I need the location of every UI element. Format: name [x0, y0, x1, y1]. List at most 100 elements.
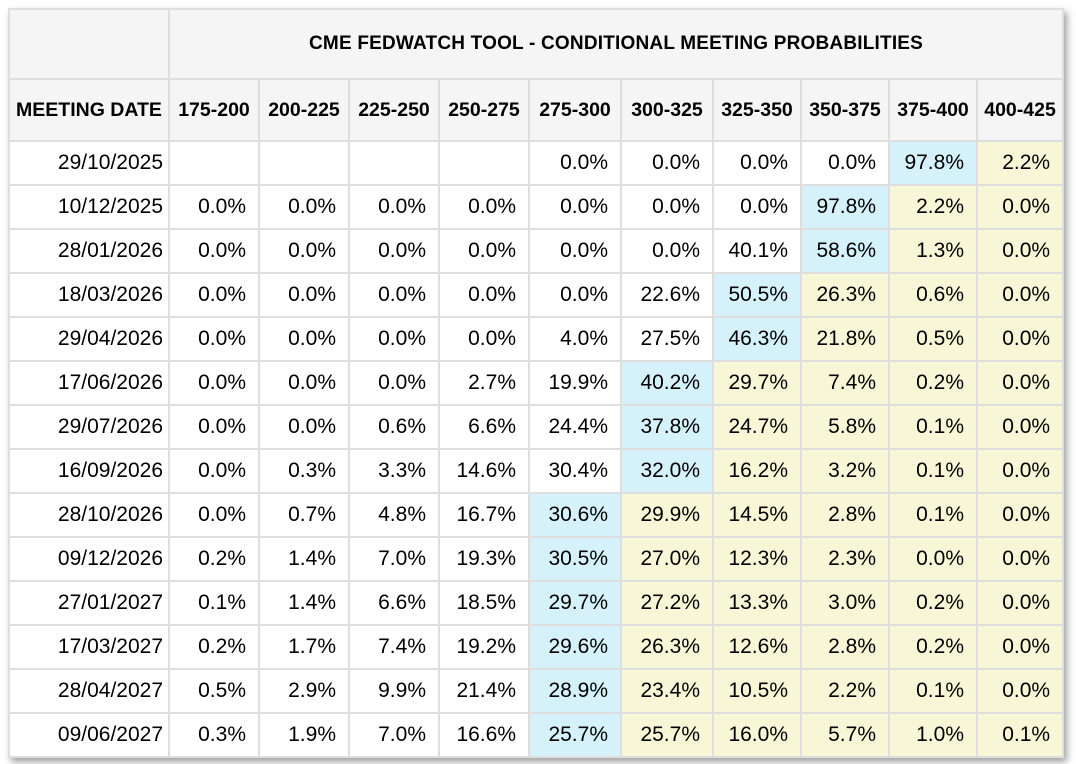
probability-cell: 21.8%	[800, 316, 890, 362]
probability-cell: 0.0%	[528, 272, 622, 318]
probability-cell: 0.0%	[975, 404, 1065, 450]
probability-cell: 18.5%	[438, 580, 530, 626]
probability-cell: 32.0%	[620, 448, 714, 494]
probability-cell: 0.6%	[888, 272, 978, 318]
rate-column-header-200-225: 200-225	[258, 78, 350, 142]
probability-table-body: 29/10/2025 0.0% 0.0% 0.0% 0.0% 97.8% 2.2% 10/12…	[8, 140, 1065, 758]
probability-cell: 7.0%	[348, 536, 440, 582]
probability-cell: 3.2%	[800, 448, 890, 494]
probability-cell: 4.0%	[528, 316, 622, 362]
meeting-date-cell: 09/12/2026	[8, 536, 170, 582]
probability-cell: 22.6%	[620, 272, 714, 318]
probability-cell: 0.0%	[168, 360, 260, 406]
probability-cell: 30.4%	[528, 448, 622, 494]
probability-cell: 0.0%	[168, 272, 260, 318]
probability-cell: 0.0%	[438, 272, 530, 318]
table-row: 09/06/2027 0.3% 1.9% 7.0% 16.6% 25.7% 25.7% 16.…	[8, 712, 1065, 758]
probability-cell: 29.7%	[712, 360, 802, 406]
probability-cell: 1.9%	[258, 712, 350, 758]
probability-cell: 0.0%	[348, 272, 440, 318]
column-header-row: MEETING DATE 175-200 200-225 225-250 250…	[8, 78, 1065, 142]
table-row: 28/04/2027 0.5% 2.9% 9.9% 21.4% 28.9% 23.4% 10.…	[8, 668, 1065, 714]
meeting-date-cell: 17/03/2027	[8, 624, 170, 670]
probability-cell: 0.0%	[975, 272, 1065, 318]
probability-cell: 3.3%	[348, 448, 440, 494]
table-row: 17/06/2026 0.0% 0.0% 0.0% 2.7% 19.9% 40.2% 29.7…	[8, 360, 1065, 406]
meeting-date-cell: 29/10/2025	[8, 140, 170, 186]
probability-cell: 12.3%	[712, 536, 802, 582]
probability-cell: 25.7%	[620, 712, 714, 758]
table-row: 28/01/2026 0.0% 0.0% 0.0% 0.0% 0.0% 0.0% 40.1% 5…	[8, 228, 1065, 274]
probability-cell: 0.0%	[258, 360, 350, 406]
table-row: 18/03/2026 0.0% 0.0% 0.0% 0.0% 0.0% 22.6% 50.5%…	[8, 272, 1065, 318]
probability-cell: 97.8%	[888, 140, 978, 186]
table-row: 16/09/2026 0.0% 0.3% 3.3% 14.6% 30.4% 32.0% 16.…	[8, 448, 1065, 494]
table-row: 09/12/2026 0.2% 1.4% 7.0% 19.3% 30.5% 27.0% 12.…	[8, 536, 1065, 582]
meeting-date-column-header: MEETING DATE	[8, 78, 170, 142]
probability-cell: 1.0%	[888, 712, 978, 758]
table-row: 17/03/2027 0.2% 1.7% 7.4% 19.2% 29.6% 26.3% 12.…	[8, 624, 1065, 670]
probability-cell: 27.0%	[620, 536, 714, 582]
probability-cell: 1.3%	[888, 228, 978, 274]
probability-cell: 0.0%	[438, 184, 530, 230]
table-row: 28/10/2026 0.0% 0.7% 4.8% 16.7% 30.6% 29.9% 14.…	[8, 492, 1065, 538]
probability-cell: 0.5%	[168, 668, 260, 714]
probability-cell: 24.7%	[712, 404, 802, 450]
probability-cell: 0.1%	[168, 580, 260, 626]
probability-cell: 12.6%	[712, 624, 802, 670]
meeting-date-cell: 29/04/2026	[8, 316, 170, 362]
probability-cell: 0.0%	[975, 316, 1065, 362]
probability-cell: 2.9%	[258, 668, 350, 714]
probability-cell: 0.0%	[620, 184, 714, 230]
probability-cell: 1.4%	[258, 580, 350, 626]
probability-cell: 0.0%	[888, 536, 978, 582]
table-row: 29/04/2026 0.0% 0.0% 0.0% 0.0% 4.0% 27.5% 46.3%…	[8, 316, 1065, 362]
probability-cell: 0.0%	[975, 492, 1065, 538]
probability-cell: 14.5%	[712, 492, 802, 538]
fedwatch-table-container: CME FEDWATCH TOOL - CONDITIONAL MEETING …	[8, 8, 1065, 758]
probability-cell: 3.0%	[800, 580, 890, 626]
probability-cell: 6.6%	[348, 580, 440, 626]
probability-cell: 0.3%	[168, 712, 260, 758]
meeting-date-cell: 16/09/2026	[8, 448, 170, 494]
probability-cell: 0.0%	[975, 228, 1065, 274]
rate-column-header-300-325: 300-325	[620, 78, 714, 142]
page-title: CME FEDWATCH TOOL - CONDITIONAL MEETING …	[167, 8, 1065, 80]
probability-cell: 0.2%	[168, 624, 260, 670]
corner-cell	[8, 8, 170, 80]
probability-cell: 0.6%	[348, 404, 440, 450]
probability-cell: 16.2%	[712, 448, 802, 494]
rate-column-header-325-350: 325-350	[712, 78, 802, 142]
meeting-date-cell: 28/10/2026	[8, 492, 170, 538]
probability-cell: 1.7%	[258, 624, 350, 670]
rate-column-header-375-400: 375-400	[888, 78, 978, 142]
probability-cell: 2.8%	[800, 624, 890, 670]
probability-cell: 0.0%	[975, 668, 1065, 714]
probability-cell: 0.1%	[888, 448, 978, 494]
probability-cell: 16.7%	[438, 492, 530, 538]
probability-cell: 27.2%	[620, 580, 714, 626]
probability-cell: 2.2%	[888, 184, 978, 230]
probability-cell: 0.0%	[348, 184, 440, 230]
probability-cell: 0.0%	[800, 140, 890, 186]
probability-cell: 26.3%	[620, 624, 714, 670]
meeting-date-cell: 29/07/2026	[8, 404, 170, 450]
probability-cell: 40.1%	[712, 228, 802, 274]
probability-cell: 0.0%	[258, 184, 350, 230]
probability-cell: 2.2%	[975, 140, 1065, 186]
probability-cell: 7.4%	[348, 624, 440, 670]
probability-cell: 30.5%	[528, 536, 622, 582]
probability-cell: 0.0%	[168, 404, 260, 450]
probability-cell: 0.0%	[975, 448, 1065, 494]
probability-cell: 0.1%	[888, 668, 978, 714]
rate-column-header-400-425: 400-425	[975, 78, 1065, 142]
meeting-date-cell: 18/03/2026	[8, 272, 170, 318]
probability-cell: 0.2%	[888, 360, 978, 406]
meeting-date-cell: 28/01/2026	[8, 228, 170, 274]
probability-cell: 0.0%	[975, 360, 1065, 406]
meeting-date-cell: 17/06/2026	[8, 360, 170, 406]
meeting-date-cell: 09/06/2027	[8, 712, 170, 758]
probability-cell: 0.0%	[712, 184, 802, 230]
rate-column-header-225-250: 225-250	[348, 78, 440, 142]
probability-cell: 0.0%	[528, 140, 622, 186]
